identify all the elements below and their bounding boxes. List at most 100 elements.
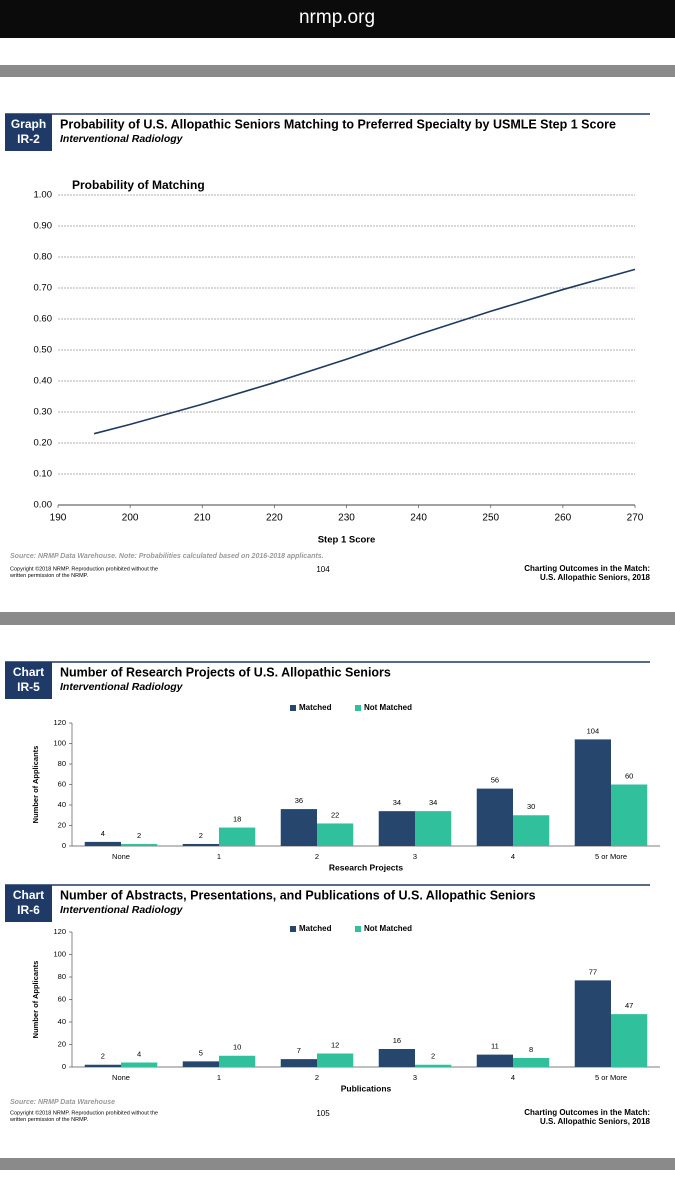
data-label: 2 xyxy=(199,831,203,840)
x-tick-label: 3 xyxy=(413,852,417,861)
data-label: 4 xyxy=(137,1049,141,1058)
x-tick-label: 4 xyxy=(511,1073,515,1082)
legend-swatch xyxy=(355,705,361,711)
x-tick-label: 2 xyxy=(315,1073,319,1082)
y-axis-title: Number of Applicants xyxy=(31,746,40,824)
x-tick-label: 2 xyxy=(315,852,319,861)
bar xyxy=(121,843,158,846)
legend-swatch xyxy=(290,705,296,711)
x-axis-title: Step 1 Score xyxy=(318,535,376,546)
bar xyxy=(182,843,219,846)
y-tick-label: 120 xyxy=(53,927,66,936)
y-tick-label: 80 xyxy=(58,972,66,981)
bar xyxy=(317,823,354,846)
publication: Charting Outcomes in the Match: xyxy=(524,564,650,573)
bar xyxy=(84,841,121,846)
data-label: 5 xyxy=(199,1048,203,1057)
chart-subtitle: Interventional Radiology xyxy=(60,133,184,145)
data-label: 2 xyxy=(137,831,141,840)
bar xyxy=(611,784,648,846)
label-box xyxy=(5,114,52,151)
publication: U.S. Allopathic Seniors, 2018 xyxy=(540,573,651,582)
legend-label: Matched xyxy=(299,924,332,933)
page-separator xyxy=(0,65,675,77)
y-tick-label: 0.60 xyxy=(34,314,53,325)
legend-swatch xyxy=(355,926,361,932)
bar xyxy=(574,980,611,1067)
y-tick-label: 40 xyxy=(58,800,66,809)
page-number: 105 xyxy=(316,1109,330,1118)
data-label: 60 xyxy=(625,771,633,780)
label-text: IR-2 xyxy=(17,132,40,146)
label-text: IR-5 xyxy=(17,680,40,694)
spacer xyxy=(0,38,675,65)
bar xyxy=(574,739,611,846)
data-label: 36 xyxy=(295,796,303,805)
copyright: Copyright ©2018 NRMP. Reproduction prohi… xyxy=(10,1109,158,1116)
x-axis-title: Publications xyxy=(341,1083,392,1093)
label-text: Graph xyxy=(11,117,46,131)
y-axis-title: Number of Applicants xyxy=(31,961,40,1039)
x-tick-label: 1 xyxy=(217,852,221,861)
chart-title: Probability of U.S. Allopathic Seniors M… xyxy=(60,117,616,131)
data-label: 34 xyxy=(429,798,437,807)
data-label: 7 xyxy=(297,1046,301,1055)
bar xyxy=(476,788,513,846)
y-tick-label: 0.40 xyxy=(34,376,53,387)
page-separator xyxy=(0,612,675,625)
data-label: 16 xyxy=(393,1036,401,1045)
copyright: written permission of the NRMP. xyxy=(9,573,89,579)
bar xyxy=(378,811,415,846)
y-tick-label: 120 xyxy=(53,718,66,727)
bar xyxy=(378,1049,415,1067)
y-tick-label: 0 xyxy=(62,841,66,850)
top-bar xyxy=(0,0,675,38)
label-box xyxy=(5,885,52,922)
legend-label: Matched xyxy=(299,703,332,712)
data-label: 8 xyxy=(529,1045,533,1054)
label-text: Chart xyxy=(13,888,44,902)
label-box xyxy=(5,662,52,699)
data-label: 2 xyxy=(431,1052,435,1061)
data-label: 47 xyxy=(625,1001,633,1010)
bar xyxy=(317,1053,354,1067)
x-tick-label: 4 xyxy=(511,852,515,861)
y-tick-label: 20 xyxy=(58,820,66,829)
y-tick-label: 60 xyxy=(58,779,66,788)
x-tick-label: 230 xyxy=(338,513,355,524)
data-label: 104 xyxy=(587,726,600,735)
x-tick-label: 5 or More xyxy=(595,852,627,861)
data-label: 30 xyxy=(527,802,535,811)
label-text: IR-6 xyxy=(17,903,40,917)
page-number: 104 xyxy=(316,565,330,574)
data-label: 22 xyxy=(331,810,339,819)
chart-subtitle: Interventional Radiology xyxy=(60,904,184,916)
data-label: 34 xyxy=(393,798,401,807)
chart-title: Number of Research Projects of U.S. Allo… xyxy=(60,665,391,679)
publication: Charting Outcomes in the Match: xyxy=(524,1108,650,1117)
copyright: Copyright ©2018 NRMP. Reproduction prohi… xyxy=(10,565,158,572)
x-tick-label: 190 xyxy=(50,513,67,524)
data-label: 2 xyxy=(101,1052,105,1061)
x-tick-label: 240 xyxy=(410,513,427,524)
y-tick-label: 0.70 xyxy=(34,283,53,294)
bar xyxy=(280,1059,317,1067)
data-label: 56 xyxy=(491,776,499,785)
data-label: 77 xyxy=(589,967,597,976)
bar xyxy=(182,1061,219,1067)
legend-label: Not Matched xyxy=(364,703,412,712)
bar xyxy=(513,815,550,846)
bar xyxy=(415,1064,452,1067)
bar xyxy=(280,809,317,846)
source-note: Source: NRMP Data Warehouse xyxy=(10,1099,115,1106)
chart-subtitle: Interventional Radiology xyxy=(60,681,184,693)
bar xyxy=(121,1062,158,1067)
x-axis-title: Research Projects xyxy=(329,862,403,872)
site-url[interactable]: nrmp.org xyxy=(299,7,375,28)
x-tick-label: None xyxy=(112,852,130,861)
x-tick-label: 270 xyxy=(627,513,644,524)
x-tick-label: 200 xyxy=(122,513,139,524)
copyright: written permission of the NRMP. xyxy=(9,1117,89,1123)
data-label: 4 xyxy=(101,829,105,838)
